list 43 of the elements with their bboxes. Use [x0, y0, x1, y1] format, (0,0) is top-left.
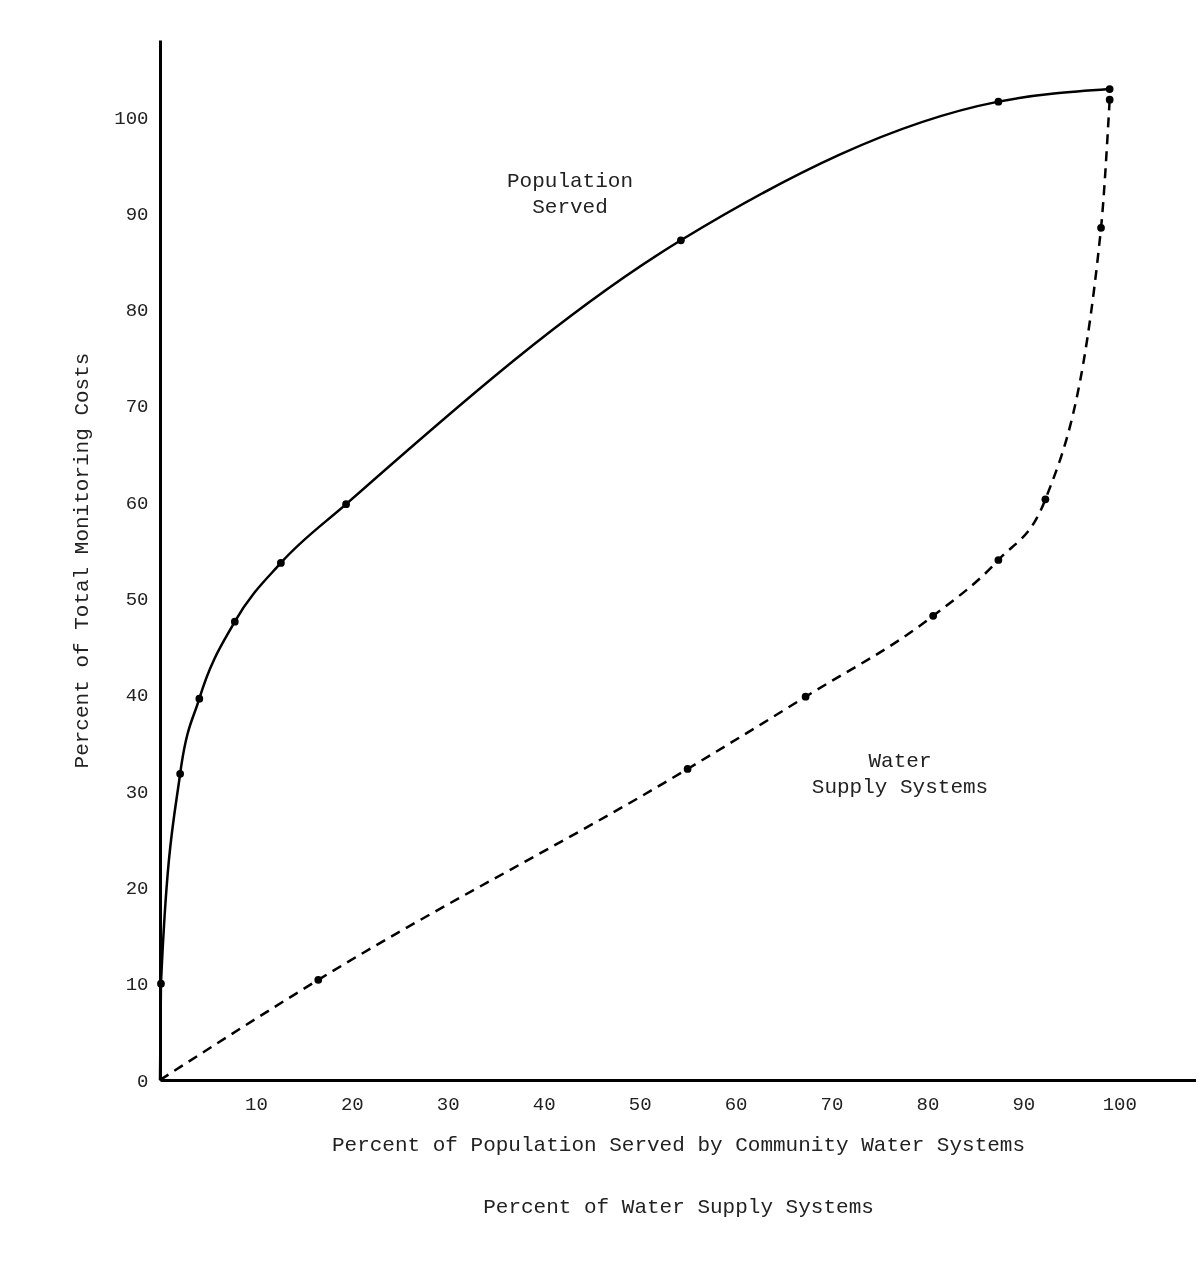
x-tick-label: 40 [532, 1093, 556, 1116]
text: Population Served [506, 170, 634, 219]
point [1105, 85, 1114, 93]
point [314, 975, 323, 984]
point [994, 97, 1003, 106]
text: Water Supply Systems [811, 750, 989, 799]
x-tick-label: 20 [340, 1093, 364, 1116]
point [683, 765, 692, 773]
x-tick-label: 30 [436, 1093, 460, 1116]
point [1041, 495, 1050, 504]
point [176, 769, 185, 778]
y-tick-label: 80 [125, 300, 149, 323]
x-tick-label: 50 [628, 1093, 652, 1116]
x-tick-label: 90 [1012, 1093, 1036, 1116]
x-tick-label: 70 [820, 1093, 844, 1116]
point [342, 500, 350, 509]
x-tick-label: 80 [916, 1093, 940, 1116]
point [276, 559, 285, 567]
y-tick-label: 30 [125, 781, 149, 804]
point [994, 556, 1003, 564]
point [157, 979, 165, 988]
point [1097, 223, 1105, 232]
y-tick-label: 100 [114, 107, 149, 130]
y-tick-label: 10 [125, 974, 149, 997]
y-tick-label: 60 [125, 492, 149, 515]
y-tick-label: 50 [125, 589, 149, 612]
y-tick-label: 70 [125, 396, 149, 419]
point [1105, 95, 1114, 104]
point [801, 692, 810, 701]
point [195, 694, 204, 703]
text: Percent of Water Supply Systems [483, 1195, 874, 1219]
x-tick-label: 10 [245, 1093, 268, 1116]
text: Percent of Population Served by Community Water Systems [331, 1133, 1026, 1157]
y-tick-label: 0 [137, 1070, 149, 1093]
x-tick-label: 60 [724, 1093, 748, 1116]
x-tick-label: 100 [1102, 1093, 1137, 1116]
y-tick-label: 20 [125, 877, 149, 900]
y-axis-title: Percent of Total Monitoring Costs [71, 352, 95, 769]
point [677, 236, 685, 245]
point [230, 617, 239, 626]
y-tick-label: 40 [125, 685, 149, 708]
y-tick-label: 90 [125, 203, 149, 226]
point [929, 611, 938, 620]
